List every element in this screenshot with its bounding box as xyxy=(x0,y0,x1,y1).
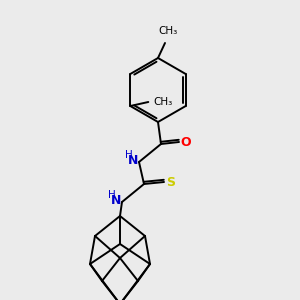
Text: O: O xyxy=(181,136,191,148)
Text: S: S xyxy=(167,176,176,188)
Text: H: H xyxy=(108,190,116,200)
Text: CH₃: CH₃ xyxy=(153,97,172,107)
Text: N: N xyxy=(128,154,138,167)
Text: N: N xyxy=(111,194,121,208)
Text: CH₃: CH₃ xyxy=(158,26,178,36)
Text: H: H xyxy=(125,150,133,160)
